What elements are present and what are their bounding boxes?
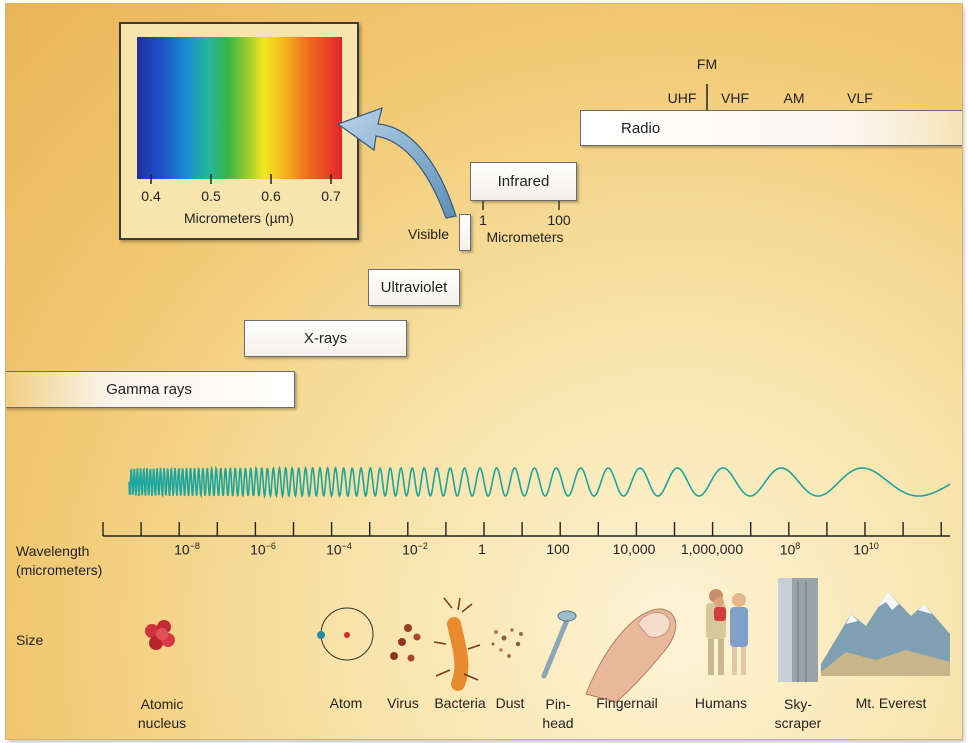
inset-tick-label: 0.5 [201, 188, 221, 204]
size-label-line1: Atomic [140, 696, 184, 712]
label-exp: −2 [417, 541, 428, 551]
band-label: X-rays [303, 330, 348, 347]
label-base: 100 [546, 541, 570, 557]
size-title: Size [16, 632, 44, 648]
label-base: 1 [478, 541, 486, 557]
band-radio: Radio [580, 110, 962, 146]
label-base: 1,000,000 [680, 541, 744, 557]
size-label: Atomic nucleus [138, 695, 186, 733]
wavelength-label: 1,000,000 [681, 541, 743, 557]
size-label-line1: Sky- [784, 696, 812, 712]
band-visible [459, 214, 471, 251]
inset-axis [150, 174, 332, 184]
wavelength-ticks [102, 522, 942, 536]
label-exp: −6 [265, 541, 276, 551]
size-label: Atom [329, 695, 363, 711]
wavelength-label: 10−4 [326, 541, 352, 558]
ir-tick-label: 1 [479, 212, 487, 228]
radio-subband-am: AM [783, 90, 805, 106]
size-label: Dust [495, 695, 525, 711]
label-base: 10,000 [612, 541, 656, 557]
band-infrared: Infrared [470, 162, 577, 201]
radio-subband-fm: FM [696, 56, 718, 72]
band-gamma: Gamma rays [6, 371, 295, 408]
label-exp: 10 [868, 541, 879, 551]
label-exp: −4 [341, 541, 352, 551]
size-label: Sky- scraper [775, 695, 822, 733]
band-label-visible: Visible [408, 226, 449, 242]
radio-subband-vlf: VLF [847, 90, 873, 106]
wave-line [128, 465, 951, 500]
spectrum-panel: 0.4 0.5 0.6 0.7 Micrometers (µm) Radio F… [6, 4, 962, 739]
label-base: 10 [250, 541, 266, 558]
color-spectrum-bar [137, 37, 342, 179]
size-label: Mt. Everest [855, 695, 927, 711]
wavelength-label: 10−8 [174, 541, 200, 558]
radio-subband-vhf: VHF [721, 90, 749, 106]
label-exp: −8 [189, 541, 200, 551]
size-label: Bacteria [434, 695, 486, 711]
wavelength-title-line1: Wavelength [16, 543, 90, 559]
ir-unit-label: Micrometers [486, 229, 564, 245]
size-label-line1: Pin- [545, 696, 571, 712]
radio-subband-uhf: UHF [667, 90, 697, 106]
size-label: Fingernail [596, 695, 658, 711]
band-xrays: X-rays [244, 320, 407, 357]
label-base: 10 [779, 541, 796, 558]
band-label: Infrared [497, 173, 550, 190]
ir-tick-label: 100 [547, 212, 571, 228]
inset-tick-label: 0.4 [141, 188, 161, 204]
size-label: Pin- head [542, 695, 573, 733]
wavelength-label: 10−6 [250, 541, 276, 558]
wavelength-title: Wavelength (micrometers) [16, 542, 102, 580]
label-base: 10 [326, 541, 342, 558]
size-label: Virus [387, 695, 419, 711]
inset-axis-label: Micrometers (µm) [184, 210, 294, 226]
size-label: Humans [694, 695, 748, 711]
wavelength-label: 10−2 [402, 541, 428, 558]
inset-tick-label: 0.6 [261, 188, 281, 204]
wavelength-label: 1010 [853, 541, 879, 558]
label-base: 10 [853, 541, 869, 558]
band-ultraviolet: Ultraviolet [368, 269, 460, 306]
size-label-line2: head [542, 715, 574, 731]
band-label: Ultraviolet [380, 279, 448, 296]
wavelength-label: 1 [478, 541, 486, 557]
label-base: 10 [174, 541, 190, 558]
wavelength-label: 100 [546, 541, 569, 557]
size-label-line2: nucleus [137, 715, 187, 731]
size-label-line2: scraper [774, 715, 822, 731]
visible-spectrum-inset: 0.4 0.5 0.6 0.7 Micrometers (µm) [119, 22, 359, 240]
band-label: Radio [621, 119, 661, 137]
label-base: 10 [402, 541, 418, 558]
wavelength-title-line2: (micrometers) [16, 562, 103, 578]
wavelength-label: 108 [780, 541, 801, 558]
inset-tick-label: 0.7 [321, 188, 341, 204]
wavelength-label: 10,000 [613, 541, 656, 557]
band-label: Gamma rays [106, 381, 192, 398]
label-exp: 8 [795, 541, 801, 551]
wave-and-axis [102, 465, 951, 537]
